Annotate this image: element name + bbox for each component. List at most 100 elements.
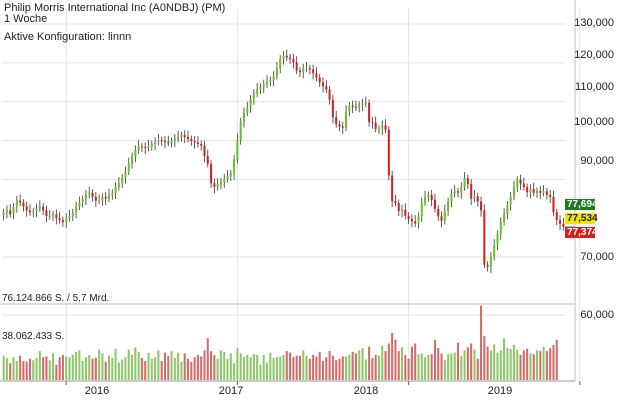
- candle-body: [256, 89, 259, 94]
- volume-bar: [368, 346, 371, 380]
- volume-bar: [266, 362, 269, 380]
- candle-body: [104, 196, 107, 199]
- mid-price-badge: 77,534: [565, 213, 598, 224]
- volume-bar: [305, 355, 308, 380]
- volume-bar: [338, 358, 341, 380]
- y-tick-label: 60,000: [580, 309, 614, 321]
- candle-body: [305, 68, 308, 70]
- volume-bar: [275, 357, 278, 380]
- volume-bar: [506, 348, 509, 380]
- volume-bar: [384, 351, 387, 380]
- volume-bar: [121, 359, 124, 380]
- candle-body: [124, 171, 127, 178]
- candle-body: [98, 200, 101, 202]
- volume-bar: [526, 348, 529, 380]
- candle-body: [529, 189, 532, 193]
- volume-bar: [173, 357, 176, 380]
- volume-bar: [433, 339, 436, 380]
- volume-bar: [381, 345, 384, 380]
- volume-bar: [242, 357, 246, 380]
- volume-bar: [285, 351, 288, 380]
- volume-bar: [117, 362, 120, 380]
- x-tick-label: 2019: [487, 385, 513, 397]
- candle-body: [38, 206, 41, 209]
- volume-bar: [308, 358, 311, 380]
- volume-bar: [440, 353, 443, 380]
- volume-bar: [213, 354, 216, 380]
- volume-bar: [200, 356, 203, 380]
- candle-body: [170, 140, 173, 143]
- candle-body: [493, 245, 496, 257]
- volume-bar: [157, 350, 160, 380]
- candle-body: [463, 178, 466, 188]
- volume-bar: [401, 347, 404, 380]
- volume-bar: [137, 351, 140, 380]
- volume-bar: [391, 332, 394, 380]
- volume-bar: [480, 305, 483, 380]
- candle-body: [289, 57, 292, 59]
- candle-body: [539, 190, 542, 193]
- volume-bar: [450, 353, 453, 380]
- volume-bar: [532, 354, 535, 380]
- volume-bar: [414, 343, 417, 380]
- volume-bar: [318, 351, 321, 380]
- volume-bar: [447, 354, 450, 380]
- volume-bar: [259, 364, 262, 380]
- candle-body: [131, 156, 134, 164]
- candle-body: [52, 214, 55, 217]
- candle-body: [186, 137, 190, 139]
- candle-body: [361, 103, 364, 105]
- y-tick-label: 70,000: [580, 251, 614, 263]
- candle-body: [512, 187, 515, 197]
- candle-body: [401, 209, 404, 212]
- volume-bar: [104, 361, 107, 380]
- volume-bar: [361, 348, 364, 380]
- volume-bar: [101, 353, 104, 380]
- volume-bar: [75, 351, 78, 380]
- candle-body: [210, 163, 213, 184]
- volume-bar: [397, 351, 400, 380]
- volume-bar: [206, 338, 209, 380]
- candle-body: [315, 73, 318, 78]
- candle-body: [216, 184, 219, 188]
- candle-body: [312, 69, 315, 74]
- volume-bar: [292, 357, 295, 380]
- volume-bar: [94, 357, 97, 380]
- candle-body: [173, 138, 176, 141]
- volume-bar: [131, 354, 134, 380]
- candle-body: [275, 68, 278, 77]
- candle-body: [206, 156, 209, 164]
- candle-body: [328, 89, 331, 100]
- candle-body: [437, 208, 440, 217]
- candle-body: [285, 55, 288, 58]
- candle-body: [134, 150, 137, 157]
- volume-bar: [160, 361, 163, 380]
- volume-bar: [466, 347, 469, 380]
- volume-bar: [58, 357, 61, 380]
- volume-bar: [315, 356, 318, 380]
- volume-bar: [9, 363, 12, 380]
- volume-bar: [48, 360, 51, 380]
- volume-bar: [38, 351, 41, 380]
- candle-body: [503, 214, 506, 223]
- candle-body: [180, 135, 183, 138]
- candle-body: [447, 201, 450, 211]
- candle-body: [420, 202, 423, 216]
- volume-bar: [430, 354, 433, 380]
- candle-body: [157, 140, 160, 143]
- candle-body: [351, 105, 354, 107]
- volume-bar: [348, 354, 351, 380]
- candle-body: [127, 163, 130, 172]
- volume-bar: [394, 339, 397, 380]
- volume-bar: [71, 354, 74, 380]
- volume-mid-label: 38.062.433 S.: [2, 331, 65, 342]
- volume-bar: [147, 352, 150, 380]
- interval-label: 1 Woche: [4, 13, 48, 25]
- candle-body: [519, 179, 522, 184]
- candle-body: [226, 176, 229, 179]
- candle-body: [91, 192, 94, 197]
- candle-body: [522, 183, 525, 188]
- volume-bar: [331, 355, 334, 380]
- volume-bar: [140, 357, 143, 380]
